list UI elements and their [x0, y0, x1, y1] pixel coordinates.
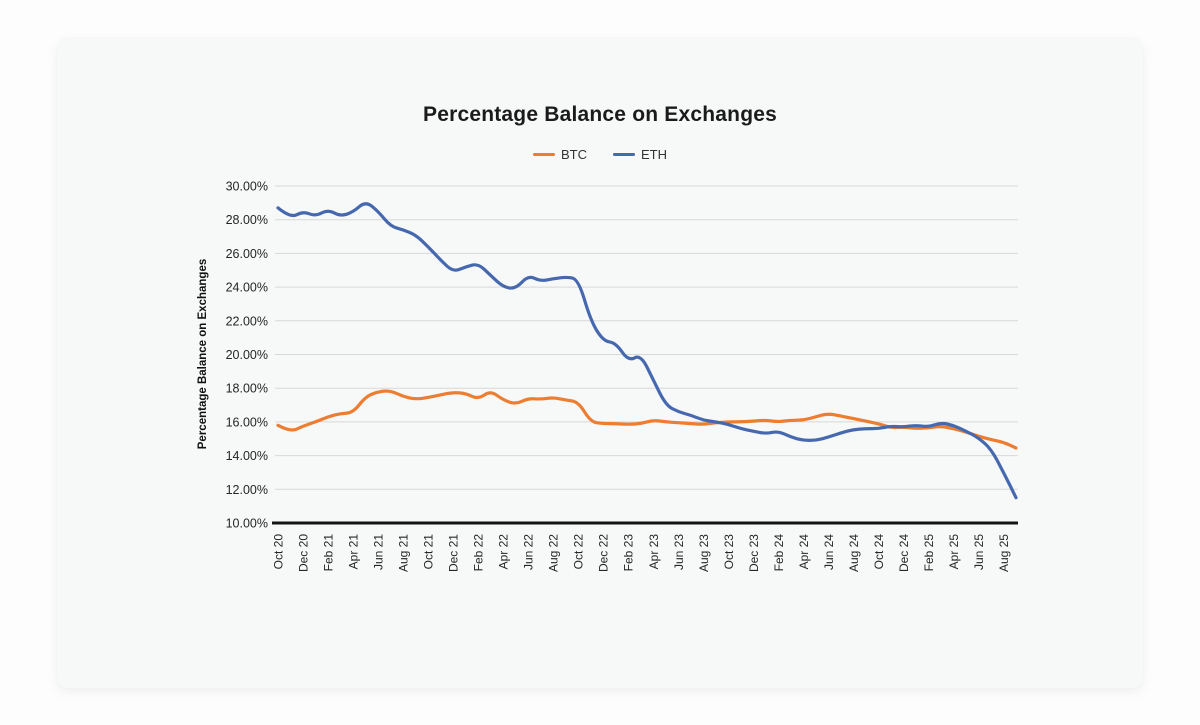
- x-tick-label: Jun 22: [522, 534, 536, 570]
- x-tick-label: Aug 23: [697, 534, 711, 572]
- x-tick-label: Aug 24: [847, 534, 861, 572]
- x-tick-label: Apr 25: [947, 534, 961, 570]
- y-tick-label: 30.00%: [226, 180, 268, 194]
- y-tick-label: 24.00%: [226, 281, 268, 295]
- y-tick-label: 28.00%: [226, 213, 268, 227]
- x-tick-label: Oct 23: [722, 534, 736, 570]
- x-tick-label: Feb 22: [472, 534, 486, 572]
- x-tick-label: Feb 24: [772, 534, 786, 572]
- x-tick-label: Jun 24: [822, 534, 836, 570]
- eth-line-swatch-icon: [613, 152, 635, 157]
- x-tick-label: Aug 21: [397, 534, 411, 572]
- legend-item-eth[interactable]: ETH: [613, 147, 667, 162]
- x-tick-label: Dec 23: [747, 534, 761, 572]
- x-tick-label: Apr 21: [347, 534, 361, 570]
- y-tick-label: 16.00%: [226, 415, 268, 429]
- legend-label-eth: ETH: [641, 147, 667, 162]
- x-tick-label: Jun 23: [672, 534, 686, 570]
- legend-item-btc[interactable]: BTC: [533, 147, 587, 162]
- y-tick-label: 26.00%: [226, 247, 268, 261]
- x-tick-label: Jun 21: [372, 534, 386, 570]
- x-tick-label: Feb 25: [922, 534, 936, 572]
- x-tick-label: Oct 22: [572, 534, 586, 570]
- y-tick-label: 22.00%: [226, 314, 268, 328]
- y-tick-label: 10.00%: [226, 517, 268, 531]
- x-tick-label: Jun 25: [972, 534, 986, 570]
- eth-line[interactable]: [276, 202, 1018, 500]
- x-tick-label: Apr 24: [797, 534, 811, 570]
- chart-card: [57, 38, 1143, 688]
- y-tick-label: 12.00%: [226, 483, 268, 497]
- x-tick-label: Aug 22: [547, 534, 561, 572]
- y-axis-title: Percentage Balance on Exchanges: [197, 259, 209, 449]
- x-tick-label: Feb 23: [622, 534, 636, 572]
- x-tick-label: Apr 22: [497, 534, 511, 570]
- x-tick-label: Apr 23: [647, 534, 661, 570]
- x-tick-label: Oct 20: [272, 534, 286, 570]
- x-tick-label: Feb 21: [322, 534, 336, 572]
- x-tick-label: Dec 21: [447, 534, 461, 572]
- chart-title: Percentage Balance on Exchanges: [422, 103, 777, 126]
- btc-line-swatch-icon: [533, 152, 555, 157]
- x-tick-label: Dec 20: [297, 534, 311, 572]
- y-tick-label: 18.00%: [226, 382, 268, 396]
- x-tick-label: Dec 22: [597, 534, 611, 572]
- y-tick-label: 20.00%: [226, 348, 268, 362]
- legend-label-btc: BTC: [561, 147, 587, 162]
- y-tick-label: 14.00%: [226, 449, 268, 463]
- btc-line[interactable]: [276, 389, 1018, 450]
- x-tick-label: Oct 21: [422, 534, 436, 570]
- x-tick-label: Oct 24: [872, 534, 886, 570]
- x-tick-label: Dec 24: [897, 534, 911, 572]
- chart-legend: BTC ETH: [57, 147, 1143, 162]
- x-tick-label: Aug 25: [997, 534, 1011, 572]
